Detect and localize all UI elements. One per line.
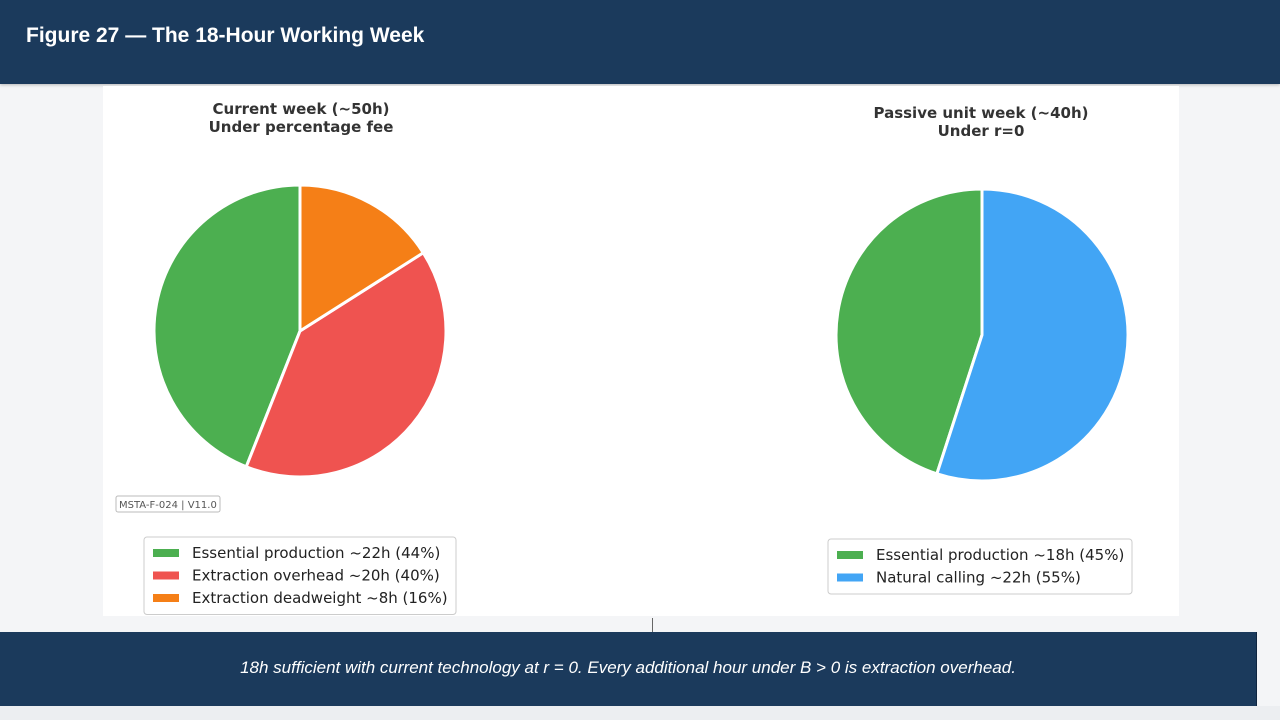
chart-1-legend-box [143,536,457,615]
pie-charts-figure: Current week (~50h) Under percentage fee… [115,100,1133,615]
figure-title: Figure 27 — The 18-Hour Working Week [26,24,425,47]
chart-1-legend-swatch-2 [153,571,179,580]
chart-2-legend: Essential production ~18h (45%) Natural c… [827,538,1133,595]
chart-2-title-line-1: Passive unit week (~40h) [873,104,1088,122]
chart-2-pie [834,187,1130,483]
chart-1-legend-label-3: Extraction deadweight ~8h (16%) [192,589,448,607]
caption-bar: 18h sufficient with current technology a… [0,632,1257,706]
chart-1-title-line-1: Current week (~50h) [213,100,390,118]
chart-1-slice-3 [298,183,425,333]
divider-tick [652,618,653,632]
chart-2-title-line-2: Under r=0 [938,122,1025,140]
version-stamp: MSTA-F-024 | V11.0 [115,495,221,513]
chart-2-legend-swatch-1 [837,551,863,559]
chart-2-slice-1 [834,187,984,476]
chart-1-legend-swatch-1 [153,549,179,557]
chart-panel: Current week (~50h) Under percentage fee… [103,86,1179,616]
chart-1-legend-label-2: Extraction overhead ~20h (40%) [192,567,440,585]
chart-1-slice-2 [244,251,448,479]
version-stamp-box [115,495,221,513]
figure-header: Figure 27 — The 18-Hour Working Week [0,0,1280,84]
caption-text: 18h sufficient with current technology a… [240,658,1016,677]
chart-2-legend-label-1: Essential production ~18h (45%) [876,546,1124,564]
version-stamp-text: MSTA-F-024 | V11.0 [119,500,217,511]
chart-1-title-line-2: Under percentage fee [209,118,394,136]
chart-2-legend-box [827,538,1133,595]
chart-2-legend-label-2: Natural calling ~22h (55%) [876,569,1081,587]
chart-1-pie [152,183,448,479]
chart-1-legend: Essential production ~22h (44%) Extractio… [143,536,457,615]
chart-1-legend-swatch-3 [153,594,179,602]
chart-2-legend-swatch-2 [837,573,863,582]
chart-1-legend-label-1: Essential production ~22h (44%) [192,544,440,562]
chart-2-slice-2 [935,187,1130,483]
footer-strip [0,706,1280,720]
chart-1-slice-1 [152,183,302,469]
